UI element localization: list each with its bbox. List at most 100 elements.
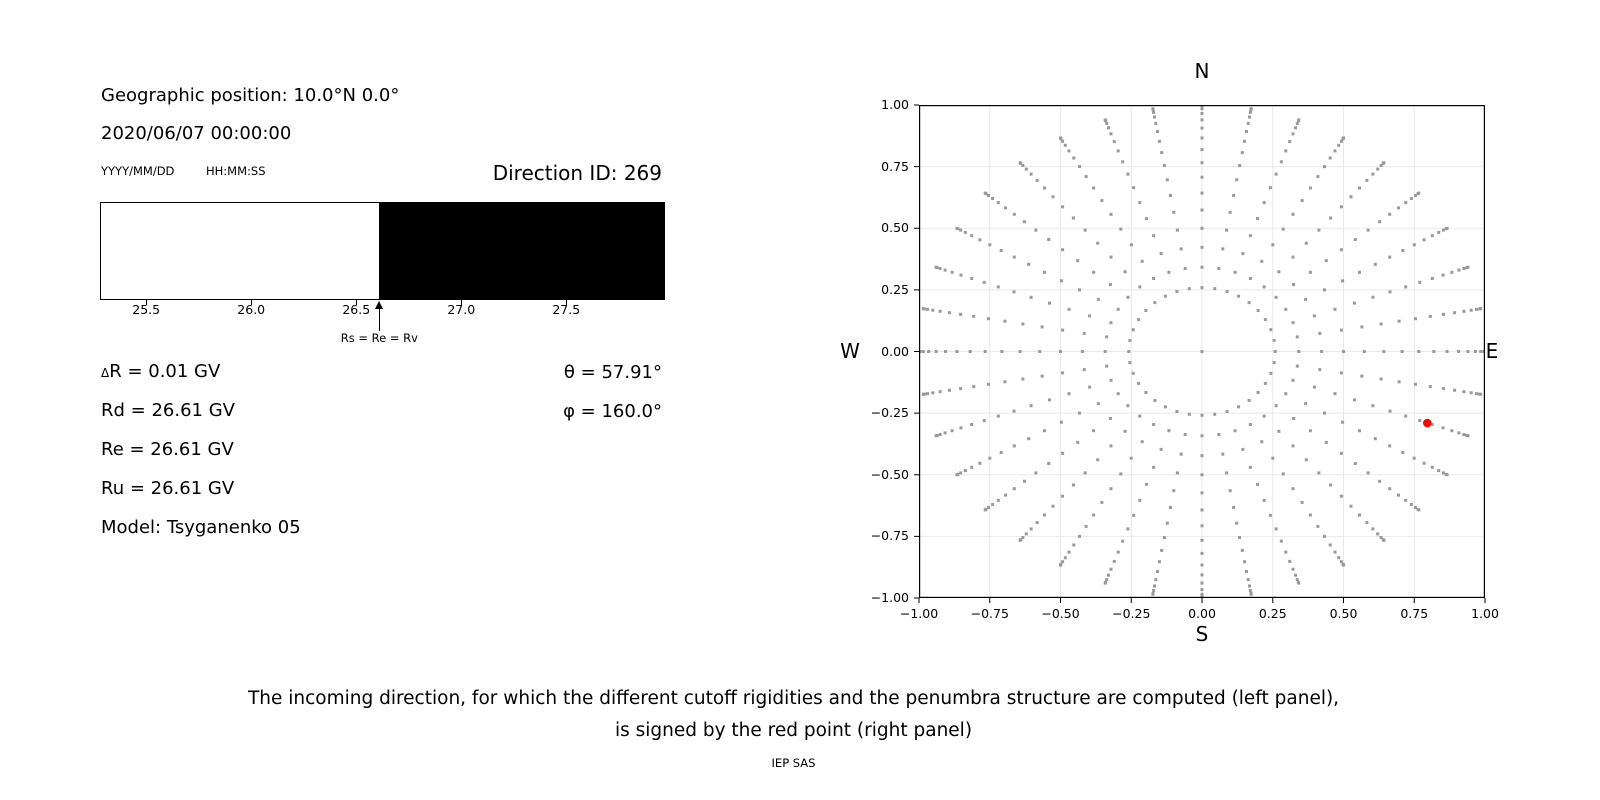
grid-dot [1382,161,1386,165]
grid-dot [1175,228,1179,232]
grid-dot [1339,560,1343,564]
grid-dot [1295,364,1299,368]
grid-dot [1233,429,1237,433]
grid-dot [1027,437,1031,441]
grid-dot [1281,227,1285,231]
grid-dot [1247,398,1251,402]
grid-dot [1096,458,1100,462]
grid-dot [1441,273,1445,277]
grid-dot [1160,151,1164,155]
grid-dot [1323,165,1326,169]
grid-dot [1034,228,1038,232]
grid-dot [1469,308,1473,312]
grid-dot [1047,462,1051,465]
grid-dot [963,469,967,473]
grid-dot [1291,132,1295,136]
grid-dot [1323,288,1326,292]
grid-dot [1379,322,1383,326]
grid-dot [1279,160,1283,164]
grid-dot [1274,295,1278,299]
grid-dot [1300,500,1304,504]
grid-dot [1473,350,1477,353]
grid-dot [1213,287,1217,291]
grid-dot [1388,255,1392,259]
grid-dot [1083,228,1087,232]
grid-dot [1047,238,1051,241]
grid-dot [959,228,963,232]
grid-dot [1284,149,1288,153]
grid-dot [1457,350,1460,353]
grid-dot [921,350,925,353]
grid-dot [1388,409,1392,413]
grid-dot [1329,483,1333,487]
grid-dot [1304,241,1308,245]
grid-dot [1200,136,1204,140]
grid-dot [1414,194,1417,197]
grid-dot [1088,385,1092,389]
grid-dot [1103,118,1107,122]
grid-dot [1412,243,1416,247]
grid-dot [1339,371,1343,375]
grid-dot [1365,178,1369,182]
grid-dot [1200,191,1204,195]
grid-dot [1108,417,1112,420]
grid-dot [1131,328,1135,332]
grid-dot [1051,504,1055,508]
grid-dot [1237,405,1241,409]
grid-dot [1116,307,1120,311]
selected-direction-point [1423,418,1432,428]
grid-dot [1040,325,1044,329]
grid-dot [1243,139,1247,143]
grid-dot [1358,513,1361,517]
grid-dot [982,419,986,423]
grid-dot [1172,210,1176,214]
grid-dot [1172,489,1176,493]
grid-dot [1397,319,1401,323]
grid-dot [987,317,990,321]
grid-dot [1475,307,1478,311]
grid-dot [1151,592,1155,596]
grid-dot [1268,513,1272,517]
grid-dot [1107,573,1110,577]
grid-dot [1323,534,1326,538]
grid-dot [1175,471,1179,475]
grid-dot [1059,279,1063,283]
grid-dot [1067,307,1071,311]
grid-dot [1061,451,1065,455]
grid-dot [1430,277,1434,280]
grid-dot [1312,385,1316,389]
grid-dot [1021,536,1025,539]
grid-dot [1249,592,1253,596]
grid-dot [1200,126,1204,130]
grid-dot [1262,414,1266,418]
grid-dot [1428,385,1432,389]
grid-dot [1160,548,1164,552]
boundary-arrow-line [378,308,381,331]
grid-dot [1168,194,1172,197]
grid-dot [1437,469,1441,473]
grid-dot [1445,473,1449,477]
x-tick-label: 0.25 [1258,606,1287,621]
grid-dot [978,461,982,465]
grid-dot [1462,433,1466,436]
grid-dot [1078,534,1081,538]
grid-dot [1123,429,1127,433]
grid-dot [1401,249,1405,252]
penumbra-tick-mark [355,300,357,305]
grid-dot [1353,301,1356,305]
grid-dot [1295,121,1299,125]
grid-dot [1029,527,1033,531]
grid-dot [1084,524,1088,528]
grid-dot [938,309,942,313]
grid-dot [1096,402,1100,406]
grid-dot [1268,186,1272,190]
grid-dot [1043,186,1046,190]
grid-dot [1138,201,1142,205]
grid-dot [1235,178,1239,182]
grid-dot [1004,206,1007,210]
grid-dot [1022,220,1026,224]
grid-dot [988,456,992,460]
grid-dot [1360,374,1364,378]
grid-dot [1388,487,1392,491]
grid-dot [1397,206,1400,210]
